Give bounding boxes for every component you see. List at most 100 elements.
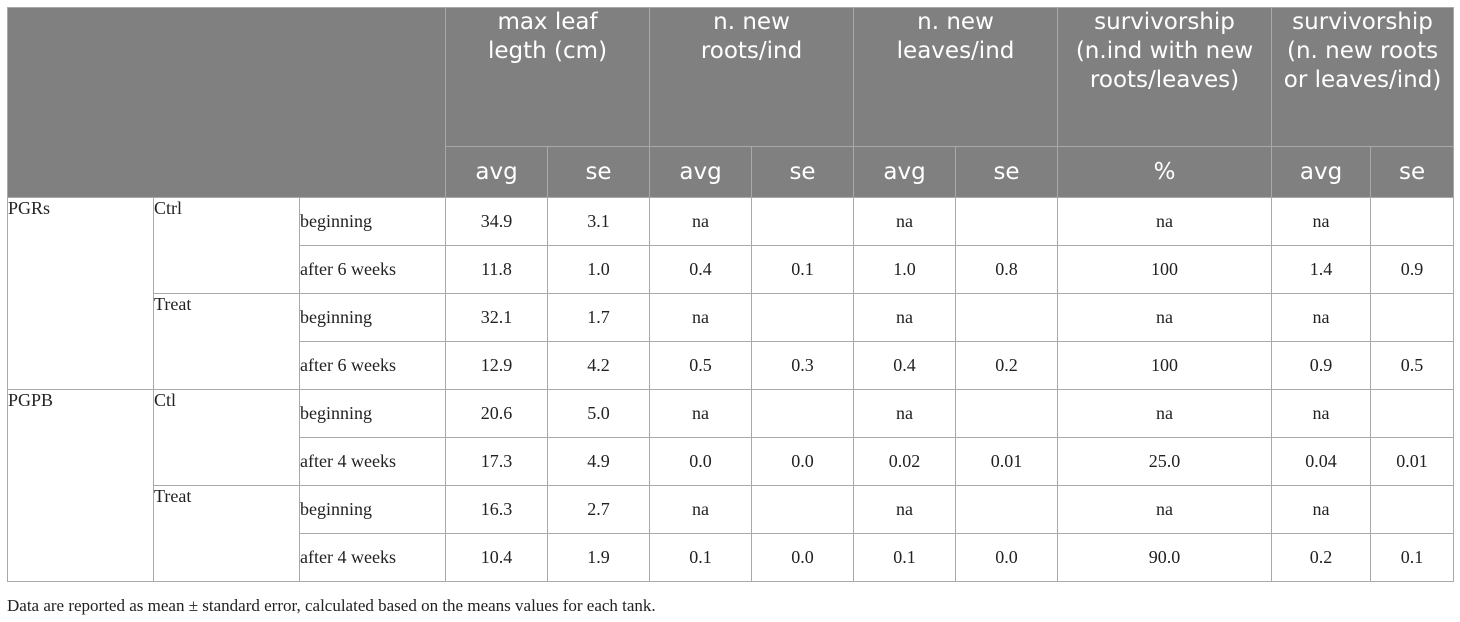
- cell-survivorship-avg: na: [1271, 485, 1372, 534]
- group-label: PGRs: [7, 197, 154, 390]
- cell-leaf-avg: 32.1: [445, 293, 549, 342]
- cell-survivorship-percent: na: [1057, 293, 1273, 342]
- cell-leaves-se: [955, 197, 1059, 246]
- cell-survivorship-avg: na: [1271, 389, 1372, 438]
- header-row-sub: avg se avg se avg se % avg se: [8, 146, 1455, 198]
- cell-survivorship-avg: 1.4: [1271, 245, 1372, 294]
- cell-leaf-avg: 17.3: [445, 437, 549, 486]
- cell-leaf-se: 1.9: [547, 533, 651, 582]
- cell-leaves-se: [955, 485, 1059, 534]
- subheader-survivorship-percent: %: [1057, 146, 1273, 198]
- cell-roots-se: 0.0: [751, 533, 855, 582]
- cell-leaves-avg: 0.4: [853, 341, 957, 390]
- cell-roots-avg: na: [649, 293, 753, 342]
- cell-survivorship-percent: 25.0: [1057, 437, 1273, 486]
- cell-leaf-avg: 16.3: [445, 485, 549, 534]
- time-label: beginning: [298, 485, 447, 534]
- cell-leaves-avg: na: [853, 197, 957, 246]
- cell-roots-avg: 0.5: [649, 341, 753, 390]
- subheader-leaf-avg: avg: [445, 146, 549, 198]
- condition-label: Treat: [153, 293, 300, 390]
- cell-leaf-avg: 34.9: [445, 197, 549, 246]
- cell-survivorship-se: 0.01: [1370, 437, 1455, 486]
- cell-survivorship-se: [1370, 389, 1455, 438]
- time-label: beginning: [298, 389, 447, 438]
- table-header: max leaf legth (cm) n. new roots/ind n. …: [6, 7, 1455, 198]
- header-new-roots: n. new roots/ind: [649, 7, 855, 147]
- cell-survivorship-se: 0.9: [1370, 245, 1455, 294]
- cell-leaf-se: 3.1: [547, 197, 651, 246]
- table-footnote: Data are reported as mean ± standard err…: [7, 596, 656, 615]
- cell-leaf-se: 5.0: [547, 389, 651, 438]
- cell-survivorship-avg: 0.04: [1271, 437, 1372, 486]
- table-row: after 6 weeks 12.9 4.2 0.5 0.3 0.4 0.2 100 0.9 0.…: [8, 341, 1455, 390]
- header-blank-cell: [6, 7, 447, 198]
- cell-roots-avg: na: [649, 389, 753, 438]
- cell-leaf-se: 1.7: [547, 293, 651, 342]
- cell-survivorship-se: [1370, 293, 1455, 342]
- header-max-leaf: max leaf legth (cm): [445, 7, 651, 147]
- header-survivorship-percent: survivorship (n.ind with new roots/leave…: [1057, 7, 1273, 147]
- cell-survivorship-avg: 0.9: [1271, 341, 1372, 390]
- cell-survivorship-se: 0.5: [1370, 341, 1455, 390]
- cell-leaves-avg: 0.1: [853, 533, 957, 582]
- time-label: beginning: [298, 197, 447, 246]
- cell-survivorship-se: [1370, 197, 1455, 246]
- cell-leaf-se: 1.0: [547, 245, 651, 294]
- cell-survivorship-avg: na: [1271, 197, 1372, 246]
- cell-leaves-se: 0.2: [955, 341, 1059, 390]
- cell-leaves-avg: na: [853, 293, 957, 342]
- cell-leaves-se: 0.01: [955, 437, 1059, 486]
- cell-leaves-avg: 0.02: [853, 437, 957, 486]
- cell-roots-se: [751, 389, 855, 438]
- subheader-leaf-se: se: [547, 146, 651, 198]
- cell-leaves-se: 0.0: [955, 533, 1059, 582]
- cell-leaves-avg: na: [853, 485, 957, 534]
- cell-survivorship-avg: na: [1271, 293, 1372, 342]
- table-row: PGPB Ctl beginning 20.6 5.0 na na na na: [7, 389, 1455, 582]
- time-label: beginning: [298, 293, 447, 342]
- cell-roots-se: 0.1: [751, 245, 855, 294]
- cell-leaf-avg: 11.8: [445, 245, 549, 294]
- cell-roots-se: 0.3: [751, 341, 855, 390]
- cell-leaf-se: 2.7: [547, 485, 651, 534]
- time-label: after 6 weeks: [298, 245, 447, 294]
- cell-leaves-se: [955, 389, 1059, 438]
- table-row: Treat beginning 16.3 2.7 na na na na: [8, 485, 1455, 582]
- header-survivorship-avg: survivorship (n. new roots or leaves/ind…: [1271, 7, 1455, 147]
- cell-leaf-avg: 20.6: [445, 389, 549, 438]
- time-label: after 6 weeks: [298, 341, 447, 390]
- cell-survivorship-percent: 90.0: [1057, 533, 1273, 582]
- condition-label: Ctrl: [153, 197, 300, 294]
- table-row: after 4 weeks 17.3 4.9 0.0 0.0 0.02 0.01 25.0 0.…: [8, 437, 1455, 486]
- condition-label: Ctl: [153, 389, 300, 486]
- cell-roots-se: 0.0: [751, 437, 855, 486]
- subheader-leaves-se: se: [955, 146, 1059, 198]
- cell-survivorship-percent: na: [1057, 197, 1273, 246]
- table-row: after 6 weeks 11.8 1.0 0.4 0.1 1.0 0.8 100 1.4 0.…: [8, 245, 1455, 294]
- cell-roots-avg: na: [649, 485, 753, 534]
- subheader-survivorship-avg: avg: [1271, 146, 1372, 198]
- header-new-leaves: n. new leaves/ind: [853, 7, 1059, 147]
- subheader-survivorship-se: se: [1370, 146, 1455, 198]
- table-row: Treat beginning 32.1 1.7 na na na na: [8, 293, 1455, 390]
- cell-leaves-avg: 1.0: [853, 245, 957, 294]
- table-row: PGRs Ctrl beginning 34.9 3.1 na na na na: [7, 197, 1455, 390]
- cell-survivorship-se: 0.1: [1370, 533, 1455, 582]
- cell-leaf-se: 4.2: [547, 341, 651, 390]
- cell-roots-avg: 0.4: [649, 245, 753, 294]
- cell-leaves-se: 0.8: [955, 245, 1059, 294]
- cell-survivorship-percent: na: [1057, 389, 1273, 438]
- cell-roots-se: [751, 293, 855, 342]
- subheader-roots-avg: avg: [649, 146, 753, 198]
- cell-roots-avg: na: [649, 197, 753, 246]
- cell-leaves-se: [955, 293, 1059, 342]
- subheader-roots-se: se: [751, 146, 855, 198]
- results-table: max leaf legth (cm) n. new roots/ind n. …: [6, 7, 1455, 582]
- cell-survivorship-avg: 0.2: [1271, 533, 1372, 582]
- cell-roots-avg: 0.1: [649, 533, 753, 582]
- condition-label: Treat: [153, 485, 300, 582]
- cell-survivorship-percent: 100: [1057, 341, 1273, 390]
- cell-leaf-se: 4.9: [547, 437, 651, 486]
- cell-survivorship-percent: 100: [1057, 245, 1273, 294]
